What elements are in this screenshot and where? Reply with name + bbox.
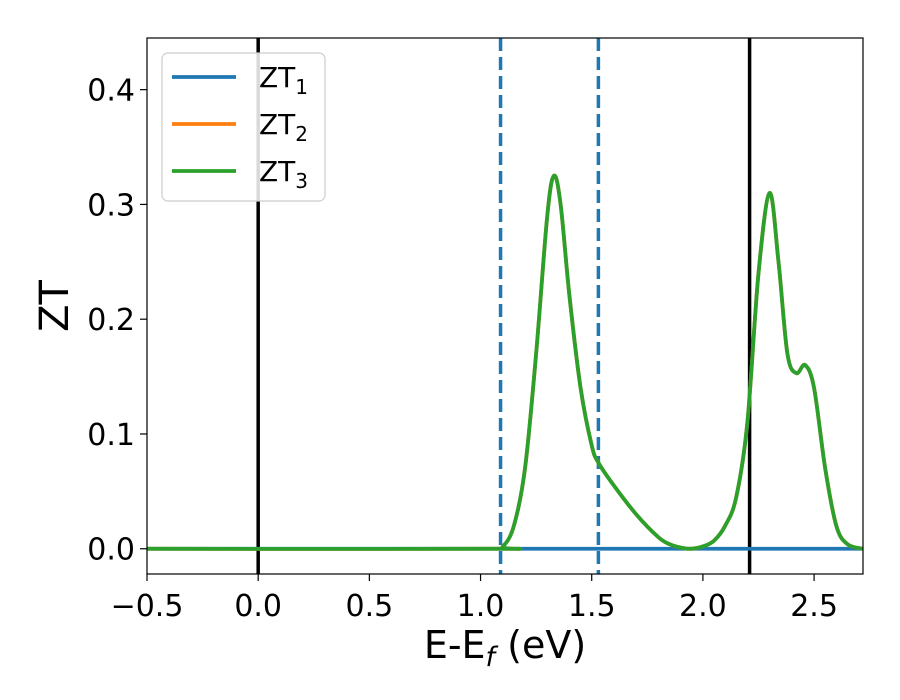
x-axis-label: E-Ef (eV) <box>424 623 586 673</box>
x-tick-label: −0.5 <box>111 589 184 624</box>
legend-label-subscript: 2 <box>295 122 308 146</box>
x-tick-label: 0.5 <box>346 589 394 624</box>
legend-label-1: ZT1 <box>259 61 308 99</box>
legend-label-main: ZT <box>259 61 296 94</box>
legend-label-main: ZT <box>259 108 296 141</box>
y-tick-label: 0.1 <box>87 418 135 453</box>
x-tick-label: 1.5 <box>568 589 616 624</box>
x-tick-label: 2.5 <box>790 589 838 624</box>
y-tick-label: 0.0 <box>87 533 135 568</box>
x-tick-label: 0.0 <box>234 589 282 624</box>
y-tick-label: 0.3 <box>87 188 135 223</box>
series-line-3 <box>147 173 863 551</box>
x-tick-label: 1.0 <box>457 589 505 624</box>
legend-box <box>161 52 326 202</box>
legend-label-2: ZT2 <box>259 108 308 146</box>
y-axis: 0.0 0.1 0.2 0.3 0.4 <box>87 74 147 568</box>
x-axis: −0.5 0.0 0.5 1.0 1.5 2.0 2.5 <box>111 574 838 624</box>
x-tick-label: 2.0 <box>679 589 727 624</box>
y-tick-label: 0.2 <box>87 303 135 338</box>
legend-label-subscript: 3 <box>295 169 308 193</box>
legend-label-main: ZT <box>259 155 296 188</box>
legend-label-subscript: 1 <box>295 75 308 99</box>
y-axis-label: ZT <box>32 280 78 332</box>
y-tick-label: 0.4 <box>87 74 135 109</box>
legend-label-3: ZT3 <box>259 155 308 193</box>
plot-frame <box>146 37 864 575</box>
